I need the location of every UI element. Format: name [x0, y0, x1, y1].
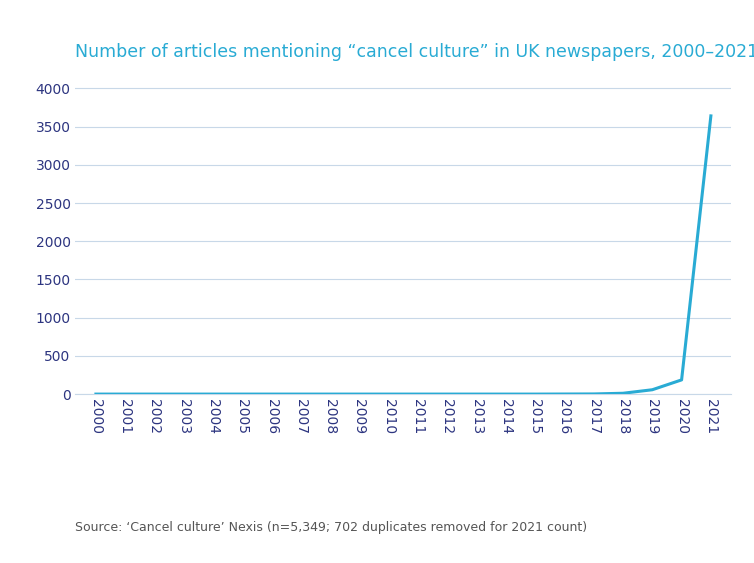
Text: Number of articles mentioning “cancel culture” in UK newspapers, 2000–2021: Number of articles mentioning “cancel cu…: [75, 43, 754, 61]
Text: Source: ‘Cancel culture’ Nexis (n=5,349; 702 duplicates removed for 2021 count): Source: ‘Cancel culture’ Nexis (n=5,349;…: [75, 521, 587, 534]
